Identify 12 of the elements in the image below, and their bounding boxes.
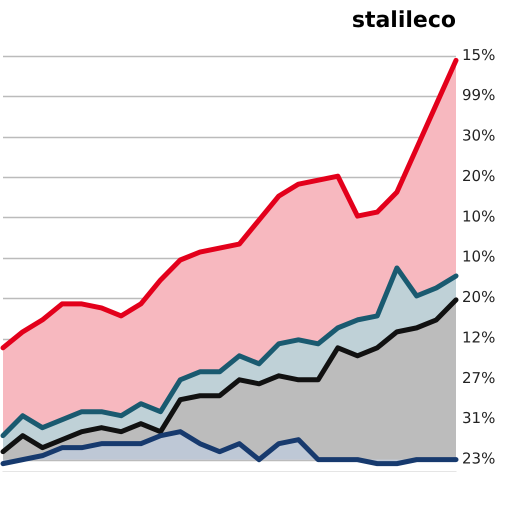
text: 31%	[462, 409, 496, 428]
text: 15%	[462, 46, 496, 64]
text: 10%	[462, 248, 496, 266]
text: 23%	[462, 450, 496, 468]
text: 27%	[462, 368, 496, 387]
text: 99%	[462, 86, 496, 104]
text: 12%	[462, 328, 496, 346]
chart-title: stalileco	[352, 8, 456, 33]
text: 10%	[462, 207, 496, 226]
text: 30%	[462, 126, 496, 145]
text: 20%	[462, 166, 496, 185]
text: 20%	[462, 288, 496, 306]
